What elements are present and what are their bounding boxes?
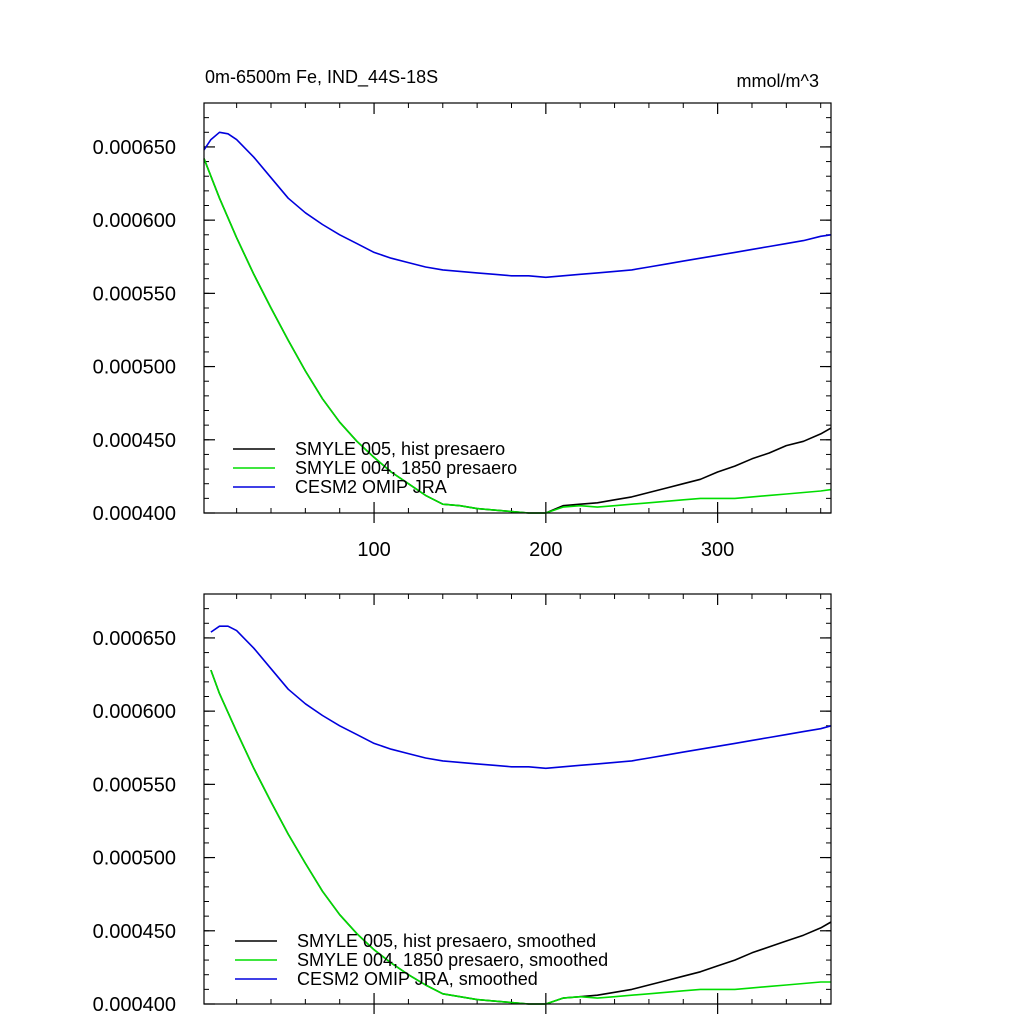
top-panel-axes: 0.000650 0.000600 0.000550 0.000500 0.000450… — [93, 102, 831, 561]
top-panel-units: mmol/m^3 — [737, 71, 819, 91]
y-tick-label: 0.000450 — [93, 921, 176, 943]
bottom-panel-legend: SMYLE 005, hist presaero, smoothedSMYLE … — [235, 931, 608, 989]
top-panel-series — [203, 131, 832, 514]
legend-label-0: SMYLE 005, hist presaero, smoothed — [297, 931, 596, 951]
x-tick-label: 200 — [529, 539, 562, 561]
legend-label-2: CESM2 OMIP JRA — [295, 477, 447, 497]
legend-label-2: CESM2 OMIP JRA, smoothed — [297, 969, 538, 989]
y-tick-label: 0.000400 — [93, 503, 176, 525]
y-tick-label: 0.000650 — [93, 628, 176, 650]
series-line-1 — [210, 669, 831, 1005]
series-line-1 — [203, 158, 832, 514]
top-panel-frame — [203, 102, 832, 514]
y-tick-label: 0.000650 — [93, 137, 176, 159]
y-tick-label: 0.000500 — [93, 848, 176, 870]
bottom-panel-axes: 0.000650 0.000600 0.000550 0.000500 0.000450… — [93, 593, 831, 1016]
legend-label-0: SMYLE 005, hist presaero — [295, 439, 505, 459]
y-tick-label: 0.000600 — [93, 701, 176, 723]
x-tick-label: 100 — [357, 539, 390, 561]
x-tick-label: 300 — [701, 539, 734, 561]
y-tick-label: 0.000400 — [93, 994, 176, 1016]
bottom-panel-series — [210, 625, 832, 1005]
bottom-panel-frame — [203, 593, 832, 1005]
y-tick-label: 0.000550 — [93, 283, 176, 305]
bottom-panel: 0.000650 0.000600 0.000550 0.000500 0.000450… — [93, 593, 832, 1016]
y-tick-label: 0.000500 — [93, 357, 176, 379]
series-line-2 — [210, 625, 832, 770]
top-panel-title: 0m-6500m Fe, IND_44S-18S — [205, 67, 438, 88]
y-tick-label: 0.000550 — [93, 774, 176, 796]
y-tick-label: 0.000450 — [93, 430, 176, 452]
top-panel: 0m-6500m Fe, IND_44S-18S mmol/m^3 0.0006… — [93, 67, 832, 561]
legend-label-1: SMYLE 004, 1850 presaero, smoothed — [297, 950, 608, 970]
series-line-2 — [203, 131, 832, 279]
y-tick-label: 0.000600 — [93, 210, 176, 232]
legend-label-1: SMYLE 004, 1850 presaero — [295, 458, 517, 478]
